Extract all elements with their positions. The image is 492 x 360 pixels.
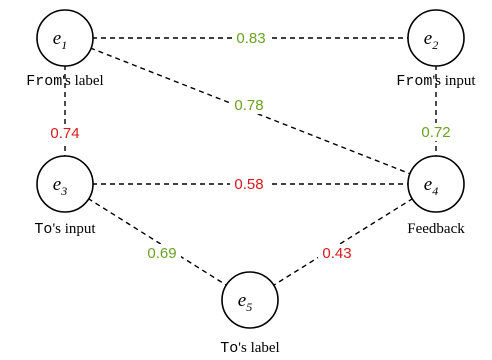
edge-weight-label: 0.69 <box>147 245 176 262</box>
node-label: e1 <box>53 28 67 52</box>
node-e4: e4 <box>407 155 465 213</box>
caption-e4: Feedback <box>407 221 465 237</box>
edge-weight-label: 0.74 <box>50 125 79 142</box>
node-e2: e2 <box>407 9 465 67</box>
edge-weight-e3-e5: 0.69 <box>143 244 181 262</box>
edge-weight-e2-e4: 0.72 <box>417 123 455 141</box>
node-label: e3 <box>53 174 67 198</box>
edge-weight-e1-e3: 0.74 <box>46 124 84 142</box>
caption-e1: From's label <box>26 73 103 90</box>
node-label: e5 <box>238 290 252 314</box>
edge-weight-label: 0.83 <box>236 30 265 47</box>
caption-e2: From's input <box>396 73 476 90</box>
edge-e4-e5 <box>249 183 437 301</box>
edge-weight-label: 0.43 <box>322 245 351 262</box>
node-e3: e3 <box>36 155 94 213</box>
caption-e3: To's input <box>34 221 96 238</box>
node-e1: e1 <box>36 9 94 67</box>
edge-weight-label: 0.58 <box>234 176 263 193</box>
edge-weight-label: 0.72 <box>421 124 450 141</box>
node-e5: e5 <box>221 271 279 329</box>
edge-weight-e1-e4: 0.78 <box>230 96 268 114</box>
edge-weight-e3-e4: 0.58 <box>230 175 268 193</box>
node-label: e4 <box>424 174 438 198</box>
caption-e5: To's label <box>220 340 279 357</box>
edge-e3-e5 <box>64 183 251 301</box>
edge-weight-e1-e2: 0.83 <box>232 29 270 47</box>
edge-weight-e4-e5: 0.43 <box>318 244 356 262</box>
edge-weight-label: 0.78 <box>234 97 263 114</box>
node-label: e2 <box>424 28 438 52</box>
